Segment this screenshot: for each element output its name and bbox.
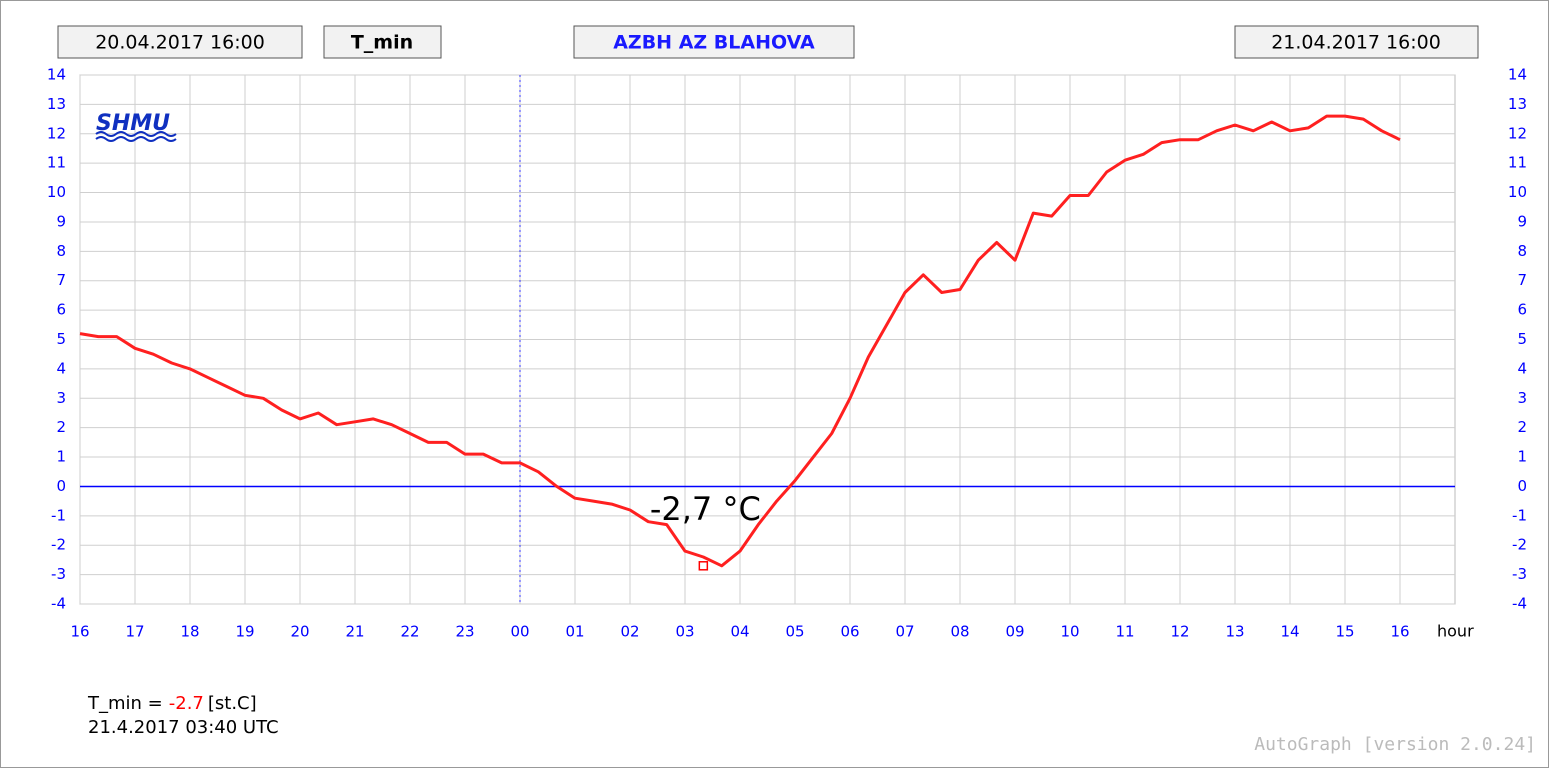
y2-tick-label: 2	[1517, 418, 1527, 436]
footer-value: -2.7	[169, 693, 204, 714]
y2-tick-label: -4	[1512, 595, 1527, 613]
footer-name: T_min =	[87, 693, 163, 714]
y2-tick-label: 5	[1517, 330, 1527, 348]
variable-label: T_min	[351, 32, 413, 54]
x-tick-label: 00	[510, 623, 529, 641]
y-tick-label: 8	[56, 242, 66, 260]
variable-box	[323, 25, 442, 59]
y2-tick-label: 9	[1517, 212, 1527, 230]
y2-tick-label: 3	[1517, 389, 1527, 407]
x-tick-label: 12	[1170, 623, 1189, 641]
y-tick-label: 9	[56, 212, 66, 230]
x-tick-label: 15	[1335, 623, 1354, 641]
x-tick-label: 07	[895, 623, 914, 641]
minimum-marker	[698, 561, 709, 571]
credit: AutoGraph [version 2.0.24]	[1254, 734, 1536, 755]
x-tick-label: 14	[1280, 623, 1299, 641]
x-tick-label: 02	[620, 623, 639, 641]
y2-tick-label: 6	[1517, 301, 1527, 319]
y-tick-label: -2	[51, 536, 66, 554]
footer-time: 21.4.2017 03:40 UTC	[88, 717, 279, 738]
x-tick-label: 08	[950, 623, 969, 641]
x-tick-label: 19	[235, 623, 254, 641]
y2-tick-label: 8	[1517, 242, 1527, 260]
x-tick-label: 16	[70, 623, 89, 641]
y2-tick-label: 12	[1508, 124, 1527, 142]
x-tick-label: 18	[180, 623, 199, 641]
x-tick-label: 06	[840, 623, 859, 641]
y-tick-label: -3	[51, 565, 66, 583]
x-tick-label: 11	[1115, 623, 1134, 641]
y-tick-label: 0	[56, 477, 66, 495]
series-line	[79, 114, 1401, 568]
start-box	[57, 25, 303, 59]
x-tick-label: 03	[675, 623, 694, 641]
y2-tick-label: 10	[1508, 183, 1527, 201]
y-tick-label: 6	[56, 301, 66, 319]
y-tick-label: -4	[51, 595, 66, 613]
x-tick-label: 04	[730, 623, 749, 641]
y-tick-label: 13	[47, 95, 66, 113]
y-tick-label: 3	[56, 389, 66, 407]
y-tick-label: 14	[47, 66, 66, 84]
end-box	[1234, 25, 1479, 59]
y-tick-label: 4	[56, 359, 66, 377]
x-tick-label: 09	[1005, 623, 1024, 641]
x-tick-label: 10	[1060, 623, 1079, 641]
y2-tick-label: -1	[1512, 506, 1527, 524]
logo-waves	[95, 131, 177, 142]
x-tick-label: 13	[1225, 623, 1244, 641]
y2-tick-label: 0	[1517, 477, 1527, 495]
y2-tick-label: 11	[1508, 154, 1527, 172]
y2-tick-label: -3	[1512, 565, 1527, 583]
y-tick-label: 12	[47, 124, 66, 142]
x-tick-label: 01	[565, 623, 584, 641]
x-tick-label: 16	[1390, 623, 1409, 641]
x-tick-label: 05	[785, 623, 804, 641]
x-tick-label: 17	[125, 623, 144, 641]
y2-tick-label: -2	[1512, 536, 1527, 554]
y2-tick-label: 14	[1508, 66, 1527, 84]
y2-tick-label: 4	[1517, 359, 1527, 377]
x-tick-label: 20	[290, 623, 309, 641]
end-label: 21.04.2017 16:00	[1271, 32, 1441, 54]
y-tick-label: -1	[51, 506, 66, 524]
y-tick-label: 1	[56, 448, 66, 466]
y-tick-label: 10	[47, 183, 66, 201]
y2-tick-label: 1	[1517, 448, 1527, 466]
x-axis-label: hour	[1437, 622, 1474, 641]
x-tick-label: 22	[400, 623, 419, 641]
footer-unit: [st.C]	[208, 693, 257, 714]
x-tick-label: 21	[345, 623, 364, 641]
minimum-label: -2,7 °C	[650, 490, 761, 528]
y2-tick-label: 13	[1508, 95, 1527, 113]
footer-line: T_min = -2.7 [st.C]	[87, 693, 257, 714]
station-label: AZBH AZ BLAHOVA	[613, 32, 815, 54]
y-tick-label: 5	[56, 330, 66, 348]
x-tick-label: 23	[455, 623, 474, 641]
y2-tick-label: 7	[1517, 271, 1527, 289]
y-tick-label: 2	[56, 418, 66, 436]
y-tick-label: 7	[56, 271, 66, 289]
y-tick-label: 11	[47, 154, 66, 172]
start-label: 20.04.2017 16:00	[95, 32, 265, 54]
station-box	[573, 25, 855, 59]
